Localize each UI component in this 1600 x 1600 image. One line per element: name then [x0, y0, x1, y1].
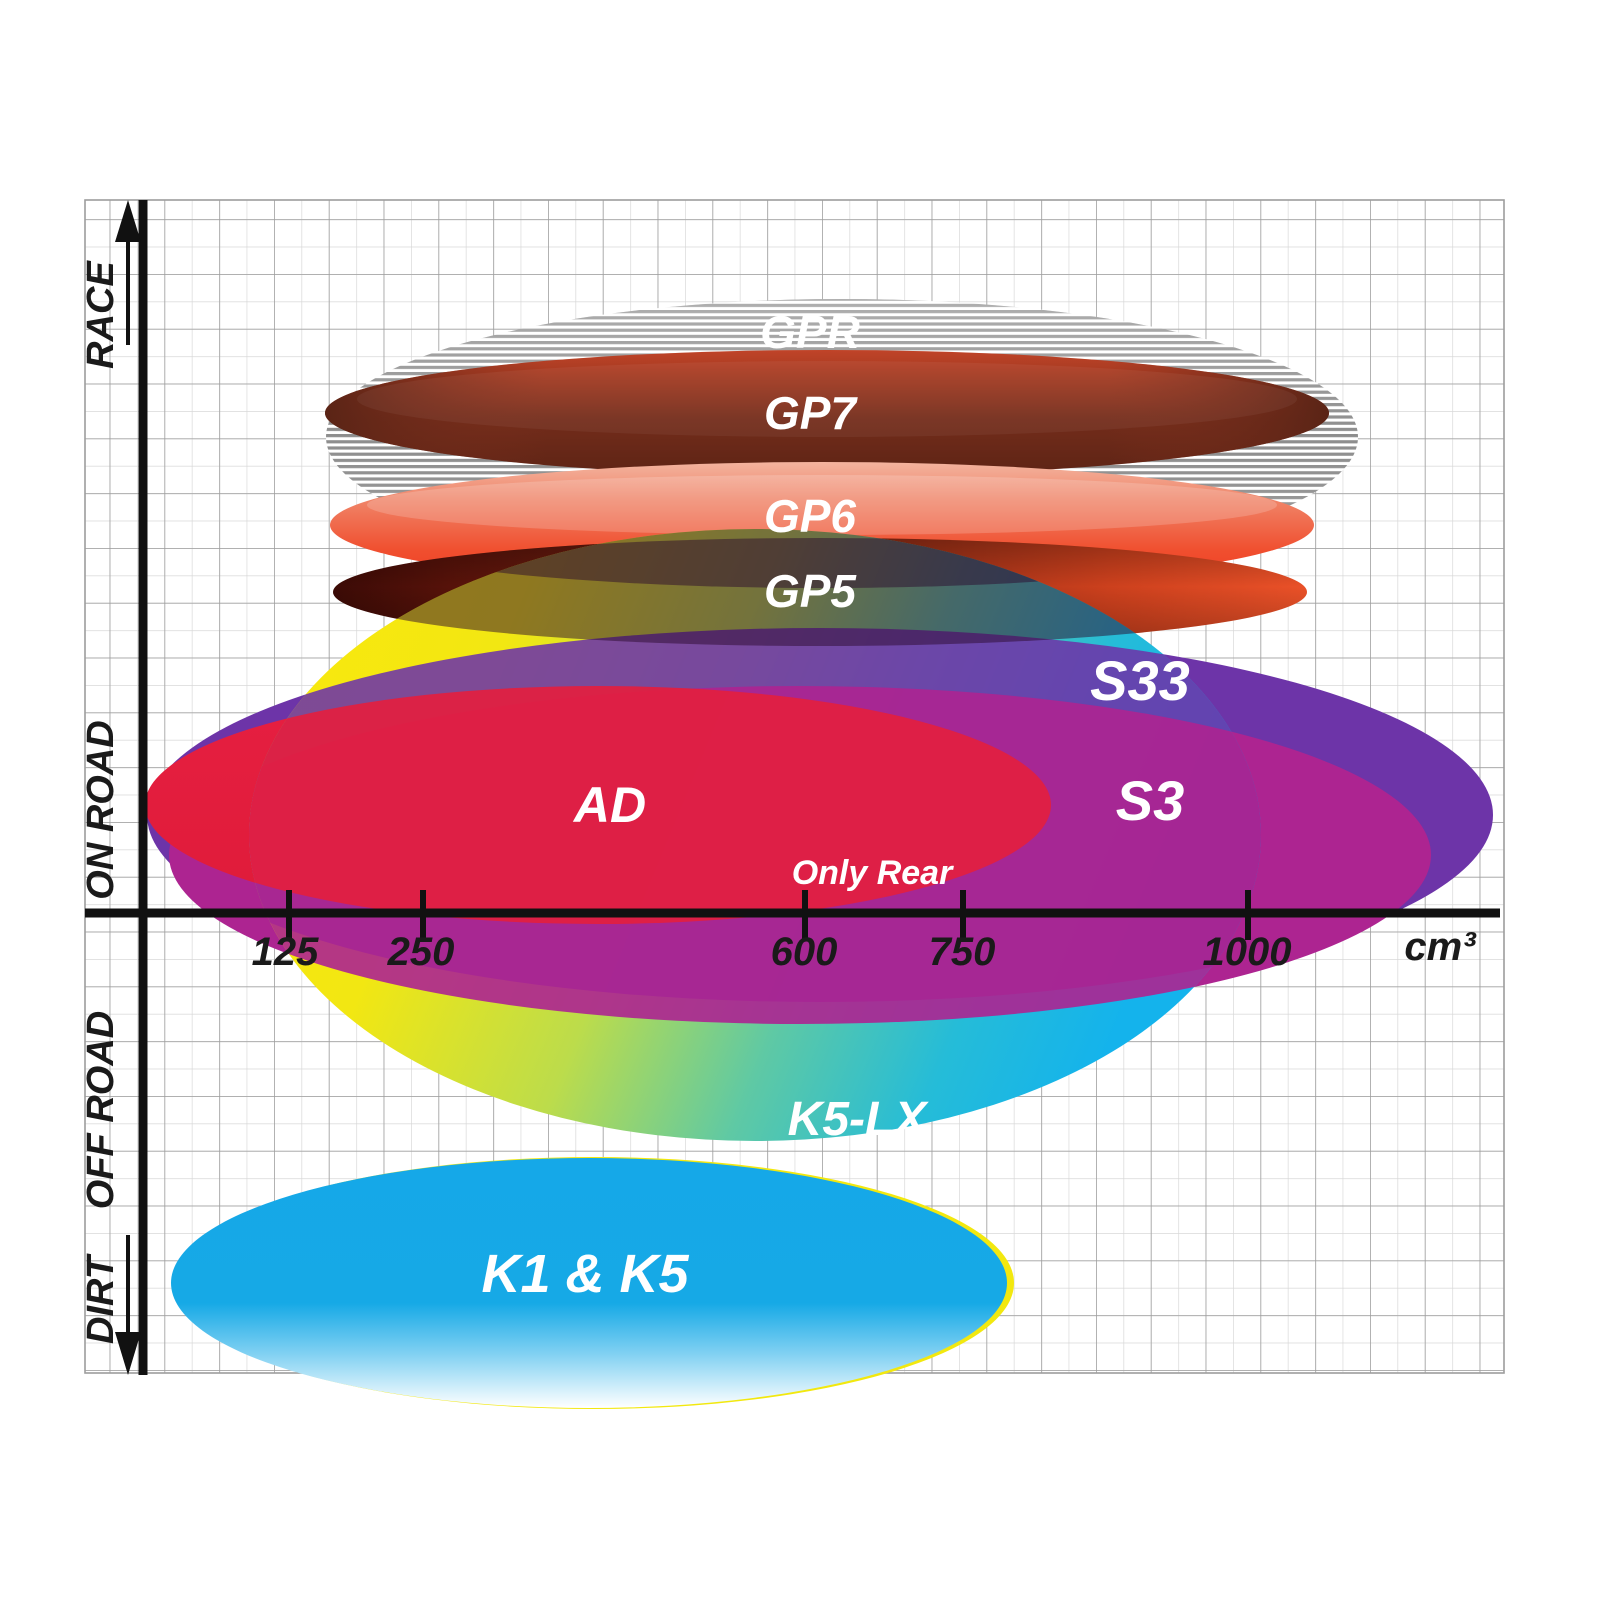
region-label-s3: S3 [1116, 769, 1185, 832]
region-labels: GPR GP7 GP6 GP5 S33 S3 AD Only Rear K5-L… [481, 306, 1189, 1304]
x-axis-ticks [286, 890, 1251, 940]
region-label-k5lx: K5-LX [788, 1093, 930, 1146]
region-gp7[interactable] [325, 350, 1329, 476]
region-label-ad: AD [572, 777, 646, 833]
x-tick-600: 600 [771, 930, 838, 974]
y-label-on-road: ON ROAD [80, 720, 122, 899]
region-k1k5[interactable] [171, 1157, 1014, 1409]
y-label-off-road: OFF ROAD [80, 1011, 122, 1209]
axes [85, 200, 1500, 1375]
y-label-race: RACE [80, 260, 122, 369]
dirt-down-arrow [115, 1235, 141, 1375]
region-layer [145, 299, 1493, 1409]
region-k1k5-overflow [298, 1373, 888, 1409]
y-label-dirt: DIRT [80, 1253, 122, 1344]
region-label-k1k5: K1 & K5 [481, 1244, 689, 1304]
race-up-arrow [115, 200, 141, 345]
region-label-s33: S33 [1090, 649, 1190, 712]
x-axis-unit-label: cm³ [1404, 925, 1477, 969]
region-label-gp5: GP5 [764, 565, 857, 617]
y-axis-labels: RACE ON ROAD OFF ROAD DIRT [80, 260, 122, 1344]
annotation-only-rear: Only Rear [792, 854, 954, 892]
region-label-gpr: GPR [760, 306, 860, 358]
x-axis-tick-labels: 125 250 600 750 1000 cm³ [252, 925, 1478, 974]
x-tick-1000: 1000 [1203, 930, 1292, 974]
x-tick-250: 250 [387, 930, 455, 974]
region-label-gp6: GP6 [764, 490, 856, 542]
x-tick-125: 125 [252, 930, 319, 974]
region-label-gp7: GP7 [764, 387, 858, 439]
x-tick-750: 750 [929, 930, 996, 974]
